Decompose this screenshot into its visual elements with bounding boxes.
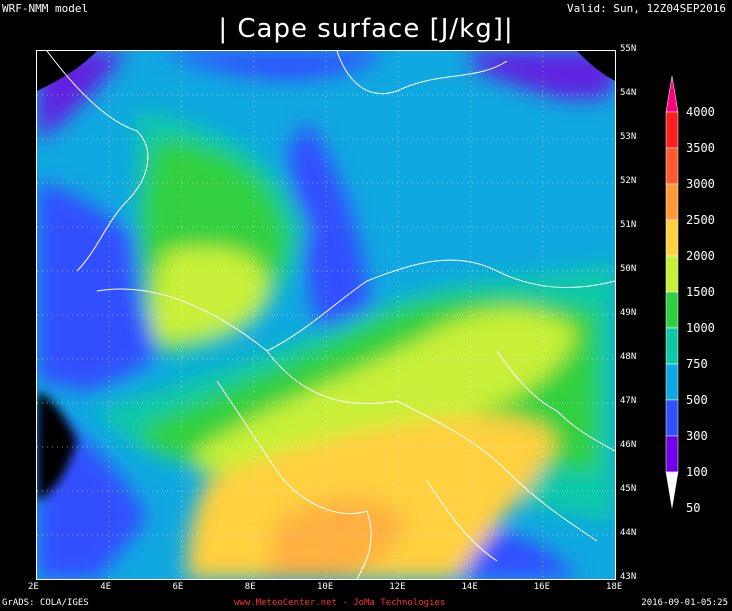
legend-swatch bbox=[665, 327, 679, 365]
footer-grads: GrADS: COLA/IGES bbox=[2, 598, 89, 608]
lat-label: 55N bbox=[620, 44, 637, 54]
legend-label: 3500 bbox=[686, 141, 715, 155]
legend-label: 2500 bbox=[686, 213, 715, 227]
lat-label: 44N bbox=[620, 528, 637, 538]
legend-swatch bbox=[665, 183, 679, 221]
lon-label: 6E bbox=[172, 582, 184, 592]
legend-swatch bbox=[665, 147, 679, 185]
footer-credit: www.MeteoCenter.net - JoMa Technologies bbox=[234, 598, 446, 608]
lon-label: 14E bbox=[461, 582, 478, 592]
model-label: WRF-NMM model bbox=[2, 2, 89, 15]
cape-field bbox=[37, 51, 615, 579]
lat-label: 47N bbox=[620, 396, 637, 406]
legend-label: 300 bbox=[686, 429, 708, 443]
lon-label: 18E bbox=[606, 582, 623, 592]
lat-label: 52N bbox=[620, 176, 637, 186]
lon-label: 10E bbox=[317, 582, 334, 592]
lat-label: 51N bbox=[620, 220, 637, 230]
legend-swatch bbox=[665, 363, 679, 401]
lat-label: 49N bbox=[620, 308, 637, 318]
valid-time: Valid: Sun, 12Z04SEP2016 bbox=[567, 2, 726, 15]
legend-swatch bbox=[665, 111, 679, 149]
legend-swatch bbox=[665, 219, 679, 257]
lat-label: 54N bbox=[620, 88, 637, 98]
legend-label: 3000 bbox=[686, 177, 715, 191]
lon-label: 2E bbox=[28, 582, 39, 592]
lon-label: 16E bbox=[533, 582, 551, 592]
legend-label: 1500 bbox=[686, 285, 715, 299]
lon-label: 8E bbox=[244, 582, 256, 592]
legend-label: 1000 bbox=[686, 321, 715, 335]
legend-swatch bbox=[665, 399, 679, 437]
lat-label: 50N bbox=[620, 264, 637, 274]
legend-label: 50 bbox=[686, 501, 700, 515]
legend-label: 750 bbox=[686, 357, 708, 371]
map-title: | Cape surface [J/kg]| bbox=[218, 14, 514, 44]
legend-label: 500 bbox=[686, 393, 708, 407]
footer-timestamp: 2016-09-01-05:25 bbox=[641, 598, 728, 608]
lon-label: 4E bbox=[100, 582, 112, 592]
cape-map bbox=[36, 50, 616, 580]
legend-swatch bbox=[665, 76, 679, 113]
legend-swatch bbox=[665, 471, 679, 509]
lat-label: 48N bbox=[620, 352, 637, 362]
legend-label: 2000 bbox=[686, 249, 715, 263]
lat-label: 53N bbox=[620, 132, 637, 142]
lat-label: 45N bbox=[620, 484, 637, 494]
legend-swatch bbox=[665, 255, 679, 293]
color-legend: 4000 3500 3000 2500 2000 1500 1000 750 500 300 100… bbox=[665, 76, 715, 515]
lon-label: 12E bbox=[389, 582, 406, 592]
lat-label: 43N bbox=[620, 572, 637, 582]
legend-swatch bbox=[665, 435, 679, 473]
legend-label: 100 bbox=[686, 465, 708, 479]
legend-swatch bbox=[665, 291, 679, 329]
lat-label: 46N bbox=[620, 440, 637, 450]
legend-label: 4000 bbox=[686, 105, 715, 119]
